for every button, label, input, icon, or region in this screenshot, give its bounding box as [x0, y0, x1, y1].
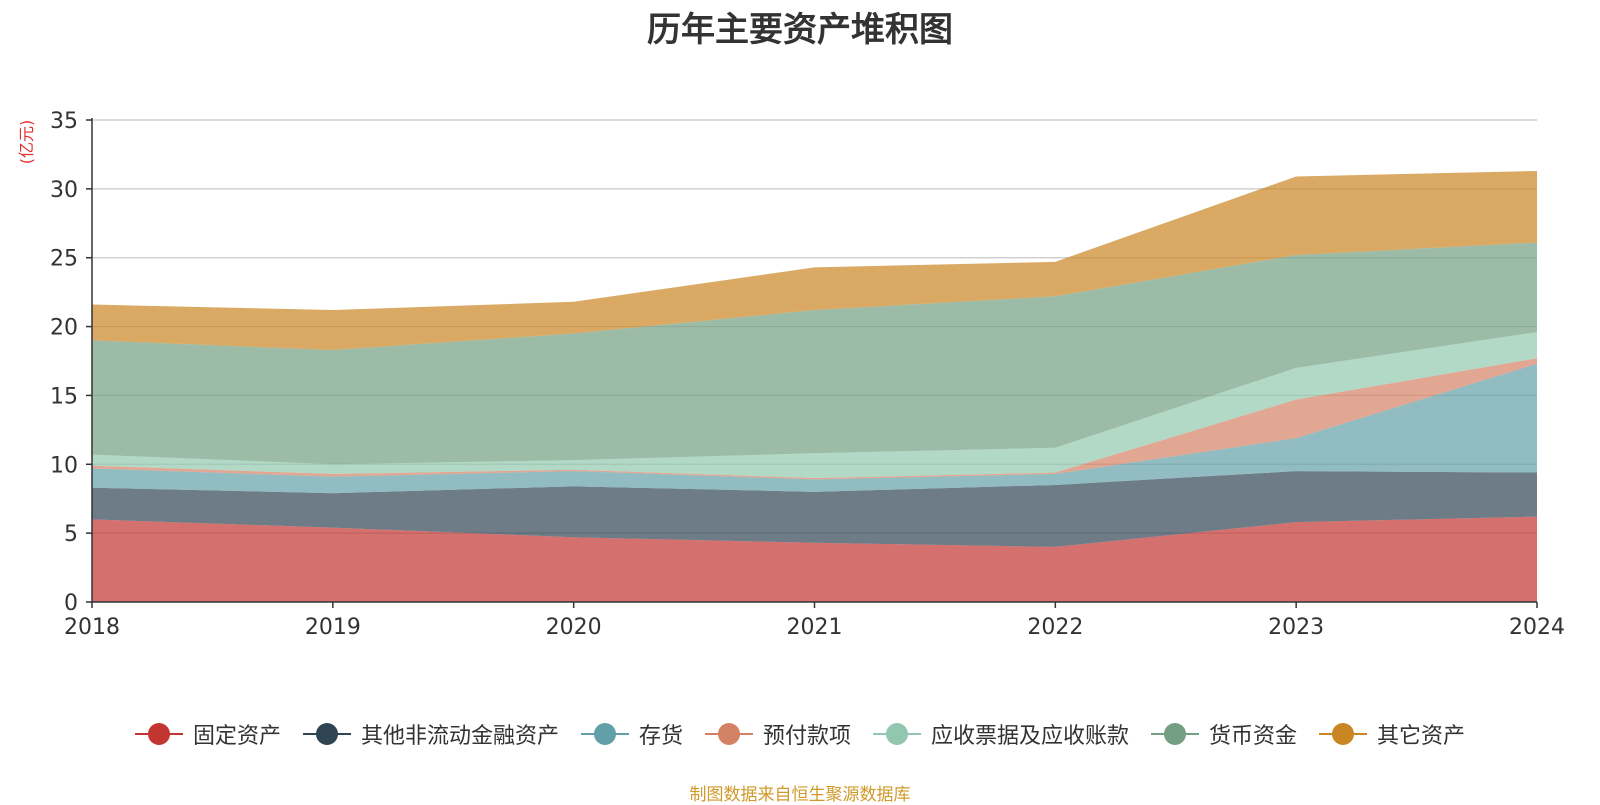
- legend-label: 固定资产: [192, 724, 281, 749]
- legend-label: 存货: [638, 724, 683, 749]
- stacked-areas: [92, 170, 1537, 602]
- legend-label: 货币资金: [1209, 724, 1298, 749]
- axes: 0 5 10 15 20 25 30 35 2018 2019 2020 2021 2022 2023 20…: [50, 109, 1565, 640]
- x-tick-label: 2019: [305, 615, 361, 640]
- legend-item-5[interactable]: 应收票据及应收账款: [873, 718, 1129, 750]
- x-tick-label: 2021: [787, 615, 843, 640]
- area-series-5[interactable]: [92, 332, 1537, 479]
- y-tick-label: 30: [50, 178, 78, 203]
- x-tick-label: 2022: [1027, 615, 1083, 640]
- legend-item-6[interactable]: 货币资金: [1151, 718, 1297, 750]
- y-tick-label: 25: [50, 247, 78, 272]
- x-tick-label: 2018: [64, 615, 120, 640]
- area-series-6[interactable]: [92, 242, 1537, 465]
- legend-marker-icon: [134, 722, 183, 746]
- area-series-2[interactable]: [92, 471, 1537, 547]
- chart-title: 历年主要资产堆积图: [647, 10, 953, 50]
- legend: 固定资产 其他非流动金融资产 存货 预付款项 应收票据及应收账款 货币资金 其它资产: [0, 718, 1600, 750]
- area-series-7[interactable]: [92, 170, 1537, 350]
- y-tick-label: 35: [50, 109, 78, 134]
- legend-label: 其它资产: [1377, 724, 1466, 749]
- legend-marker-icon: [1319, 722, 1368, 746]
- legend-label: 预付款项: [762, 724, 851, 749]
- legend-item-1[interactable]: 固定资产: [134, 718, 281, 750]
- legend-marker-icon: [704, 722, 753, 746]
- area-series-1[interactable]: [92, 516, 1537, 602]
- legend-item-2[interactable]: 其他非流动金融资产: [302, 718, 559, 750]
- legend-marker-icon: [302, 722, 351, 746]
- legend-marker-icon: [873, 722, 921, 746]
- y-tick-label: 0: [64, 591, 78, 616]
- legend-item-7[interactable]: 其它资产: [1319, 718, 1465, 750]
- legend-marker-icon: [1151, 722, 1200, 746]
- legend-label: 其他非流动金融资产: [360, 724, 559, 749]
- y-tick-label: 10: [50, 453, 78, 478]
- legend-item-3[interactable]: 存货: [580, 718, 683, 750]
- y-tick-label: 5: [64, 522, 78, 547]
- area-series-4[interactable]: [92, 358, 1537, 480]
- legend-marker-icon: [580, 722, 629, 746]
- area-series-3[interactable]: [92, 363, 1537, 494]
- legend-label: 应收票据及应收账款: [931, 724, 1130, 749]
- source-note: 制图数据来自恒生聚源数据库: [689, 785, 911, 805]
- x-tick-label: 2023: [1268, 615, 1324, 640]
- y-tick-label: 15: [50, 384, 78, 409]
- y-axis-unit-label: (亿元): [17, 120, 36, 165]
- legend-item-4[interactable]: 预付款项: [704, 718, 851, 750]
- x-tick-label: 2020: [546, 615, 602, 640]
- y-tick-label: 20: [50, 316, 78, 341]
- x-tick-label: 2024: [1509, 615, 1565, 640]
